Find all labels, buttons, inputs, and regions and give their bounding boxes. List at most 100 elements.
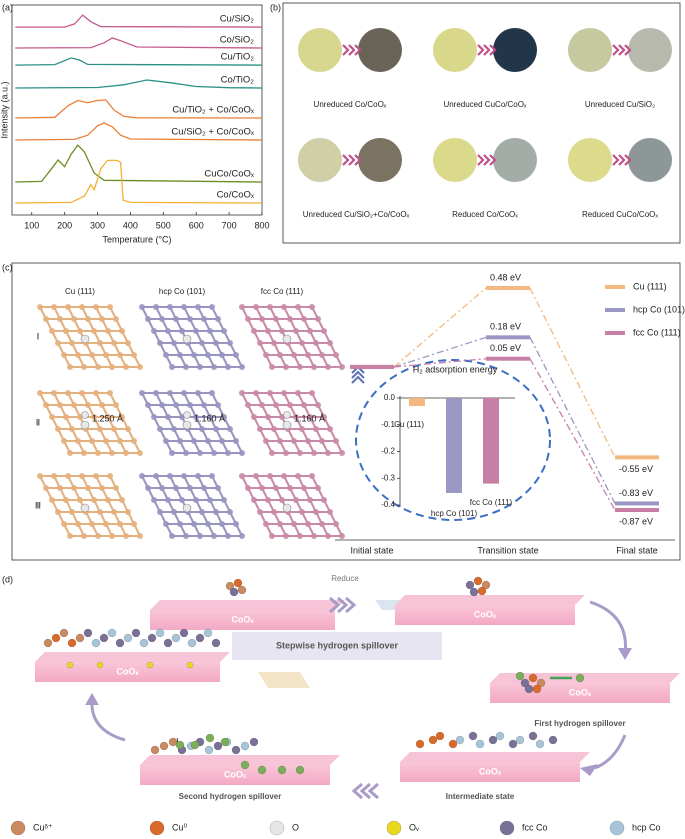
caption: Reduced Co/CoOₓ (452, 210, 518, 219)
atom (257, 509, 263, 515)
atom (219, 438, 225, 444)
sample-photo (433, 28, 477, 72)
atom (159, 402, 165, 408)
atom (195, 473, 201, 479)
bond-length: 1.160 Å (294, 413, 325, 423)
chevron (489, 154, 497, 166)
structure-header: hcp Co (101) (159, 287, 206, 296)
atom (199, 509, 205, 515)
atom (153, 390, 159, 396)
bar-label: Cu (111) (394, 420, 424, 429)
atom (251, 414, 257, 420)
particle (508, 739, 518, 749)
atom (267, 473, 273, 479)
atom (263, 438, 269, 444)
atom (209, 390, 215, 396)
atom (245, 485, 251, 491)
atom (105, 497, 111, 503)
chevron (342, 154, 350, 166)
atom (85, 402, 91, 408)
particle (465, 580, 475, 590)
atom (97, 426, 103, 432)
connector (529, 337, 616, 504)
atom (267, 304, 273, 310)
atom (57, 485, 63, 491)
atom (187, 485, 193, 491)
atom (181, 473, 187, 479)
chevron (624, 154, 632, 166)
x-tick-label: 600 (189, 220, 204, 230)
atom (251, 328, 257, 334)
atom (43, 402, 49, 408)
atom (191, 521, 197, 527)
panel-d: Stepwise hydrogen spillover Reduce First… (35, 574, 680, 801)
row-label: Ⅱ (36, 417, 40, 427)
flow-arrow (589, 600, 628, 656)
atom (239, 533, 245, 539)
series-line (15, 37, 263, 49)
atom (169, 533, 175, 539)
inset-outline (355, 359, 551, 521)
atom (125, 340, 131, 346)
atom (309, 473, 315, 479)
connector (393, 358, 487, 368)
atom (315, 402, 321, 408)
legend-marker (386, 820, 402, 836)
atom (163, 438, 169, 444)
chevron (354, 154, 362, 166)
particle (159, 741, 169, 751)
atom (49, 328, 55, 334)
particle (163, 638, 173, 648)
atom (219, 352, 225, 358)
atom (339, 533, 345, 539)
atom (77, 497, 83, 503)
step-label: Second hydrogen spillover (179, 792, 282, 801)
atom (145, 316, 151, 322)
chevron (345, 596, 357, 614)
support-label: CoOₓ (474, 609, 497, 619)
lattice (37, 473, 143, 539)
atom (233, 521, 239, 527)
atom (199, 340, 205, 346)
atom (269, 364, 275, 370)
atom (273, 402, 279, 408)
atom (233, 352, 239, 358)
atom (209, 473, 215, 479)
x-tick-label: 200 (57, 220, 72, 230)
atom (55, 509, 61, 515)
bar (446, 398, 462, 493)
chevron (477, 154, 485, 166)
atom (181, 390, 187, 396)
particle (67, 638, 77, 648)
atom (103, 438, 109, 444)
particle (96, 661, 104, 669)
atom (139, 473, 145, 479)
support-label: CoOₓ (231, 614, 254, 624)
atom (89, 521, 95, 527)
lattice (37, 304, 143, 370)
atom (207, 328, 213, 334)
atom (99, 402, 105, 408)
atom (97, 340, 103, 346)
atom (297, 450, 303, 456)
chevron (489, 44, 497, 56)
particle (473, 576, 483, 586)
atom (79, 304, 85, 310)
flow-arrow (90, 699, 126, 742)
particle (535, 739, 545, 749)
panel-b: Unreduced Co/CoOₓ Unreduced CuCo/CoOₓ Un… (282, 2, 681, 244)
particle (477, 586, 487, 596)
atom (179, 328, 185, 334)
particle (415, 739, 425, 749)
slab-top (490, 673, 680, 683)
atom (171, 509, 177, 515)
lattice (139, 304, 245, 370)
legend-label: fcc Co (111) (633, 327, 681, 337)
atom (43, 316, 49, 322)
atom (97, 509, 103, 515)
particle (146, 661, 154, 669)
particle (51, 633, 61, 643)
atom (157, 426, 163, 432)
atom (265, 414, 271, 420)
atom (67, 364, 73, 370)
